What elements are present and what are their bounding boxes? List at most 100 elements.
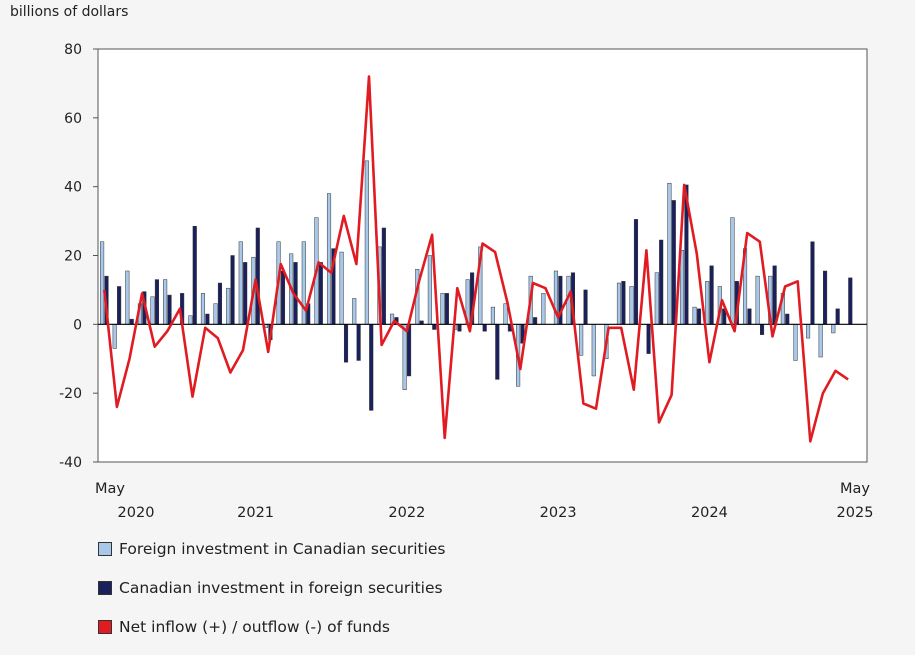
bar-series	[100, 160, 853, 411]
canadian-investment-bar	[646, 324, 651, 354]
canadian-investment-bar	[129, 318, 134, 325]
y-tick-label: 20	[64, 249, 82, 265]
canadian-investment-bar	[659, 239, 664, 325]
foreign-investment-bar	[163, 279, 168, 325]
x-year-label: 2024	[691, 505, 728, 521]
x-year-label: 2025	[837, 505, 874, 521]
x-year-label: 2020	[118, 505, 155, 521]
legend-label-foreign-investment: Foreign investment in Canadian securitie…	[119, 540, 446, 558]
canadian-investment-bar	[343, 324, 349, 363]
canadian-investment-bar	[117, 286, 122, 325]
foreign-investment-bar	[541, 293, 546, 325]
foreign-investment-bar	[188, 315, 193, 325]
canadian-investment-bar	[621, 281, 626, 325]
foreign-investment-bar	[629, 286, 634, 325]
x-year-label: 2021	[237, 505, 274, 521]
foreign-investment-bar	[654, 272, 659, 325]
foreign-investment-bar	[226, 287, 231, 325]
canadian-investment-bar	[823, 270, 828, 325]
canadian-investment-bar	[243, 262, 248, 325]
legend-swatch-canadian-investment	[98, 581, 112, 595]
canadian-investment-bar	[696, 308, 702, 325]
canadian-investment-bar	[747, 308, 752, 325]
canadian-investment-bar	[356, 324, 361, 361]
canadian-investment-bar	[533, 317, 538, 325]
canadian-investment-bar	[633, 219, 639, 325]
canadian-investment-bar	[835, 308, 840, 325]
legend-item-canadian-investment: Canadian investment in foreign securitie…	[98, 577, 446, 599]
x-year-label: 2023	[540, 505, 577, 521]
canadian-investment-bar	[583, 289, 588, 325]
foreign-investment-bar	[150, 296, 155, 325]
y-tick-label: -40	[59, 455, 82, 471]
canadian-investment-bar	[255, 227, 260, 325]
y-tick-label: 0	[73, 317, 82, 333]
foreign-investment-bar	[440, 293, 445, 325]
canadian-investment-bar	[318, 262, 323, 325]
canadian-investment-bar	[759, 324, 765, 335]
canadian-investment-bar	[785, 313, 790, 325]
foreign-investment-bar	[692, 306, 697, 325]
foreign-investment-bar	[125, 270, 130, 325]
x-year-label: 2022	[388, 505, 425, 521]
foreign-investment-bar	[755, 275, 760, 325]
foreign-investment-bar	[238, 241, 243, 325]
canadian-investment-bar	[457, 324, 462, 332]
canadian-investment-bar	[280, 270, 286, 325]
legend-label-net-flow: Net inflow (+) / outflow (-) of funds	[119, 618, 391, 636]
canadian-investment-bar	[381, 227, 386, 325]
y-axis: -40 -20 0 20 40 60 80	[59, 42, 98, 471]
foreign-investment-bar	[213, 303, 218, 325]
y-axis-title: billions of dollars	[10, 4, 128, 20]
foreign-investment-bar	[402, 324, 407, 390]
legend-item-foreign-investment: Foreign investment in Canadian securitie…	[98, 538, 446, 560]
foreign-investment-bar	[616, 282, 622, 325]
foreign-investment-bar	[200, 293, 206, 325]
x-axis: May May 2020 2021 2022 2023 2024 2025	[95, 481, 873, 521]
canadian-investment-bar	[482, 324, 487, 332]
canadian-investment-bar	[848, 277, 853, 325]
canadian-investment-bar	[495, 324, 500, 380]
foreign-investment-bar	[705, 281, 710, 325]
canadian-investment-bar	[369, 324, 374, 411]
x-start-month-label: May	[95, 481, 125, 497]
canadian-investment-bar	[709, 265, 714, 325]
canadian-investment-bar	[772, 265, 777, 325]
x-end-month-label: May	[840, 481, 870, 497]
legend-swatch-foreign-investment	[98, 542, 112, 556]
y-tick-label: -20	[59, 386, 82, 402]
canadian-investment-bar	[154, 279, 159, 325]
legend-item-net-flow: Net inflow (+) / outflow (-) of funds	[98, 616, 446, 638]
foreign-investment-bar	[818, 324, 823, 358]
canadian-investment-bar	[810, 241, 815, 325]
foreign-investment-bar	[427, 255, 432, 325]
plot-area	[97, 48, 868, 463]
canadian-investment-bar	[167, 294, 172, 325]
foreign-investment-bar	[806, 324, 811, 339]
canadian-investment-bar	[205, 313, 210, 325]
foreign-investment-bar	[793, 324, 798, 361]
canadian-investment-bar	[192, 225, 197, 325]
legend-swatch-net-flow	[98, 620, 112, 634]
foreign-investment-bar	[301, 241, 306, 325]
y-tick-label: 60	[64, 111, 82, 127]
foreign-investment-bar	[730, 217, 735, 325]
canadian-investment-bar	[230, 255, 235, 325]
foreign-investment-bar	[579, 324, 584, 356]
foreign-investment-bar	[100, 241, 105, 325]
foreign-investment-bar	[503, 303, 508, 325]
foreign-investment-bar	[364, 160, 369, 325]
foreign-investment-bar	[591, 324, 596, 377]
foreign-investment-bar	[667, 182, 672, 325]
canadian-investment-bar	[432, 324, 437, 330]
foreign-investment-bar	[352, 298, 357, 325]
canadian-investment-bar	[217, 282, 223, 325]
canadian-investment-bar	[444, 293, 449, 325]
foreign-investment-bar	[339, 251, 344, 325]
foreign-investment-bar	[831, 324, 836, 334]
y-tick-label: 80	[64, 42, 82, 58]
legend: Foreign investment in Canadian securitie…	[98, 538, 446, 655]
net-flow-line	[103, 75, 849, 443]
canadian-investment-bar	[671, 200, 676, 325]
